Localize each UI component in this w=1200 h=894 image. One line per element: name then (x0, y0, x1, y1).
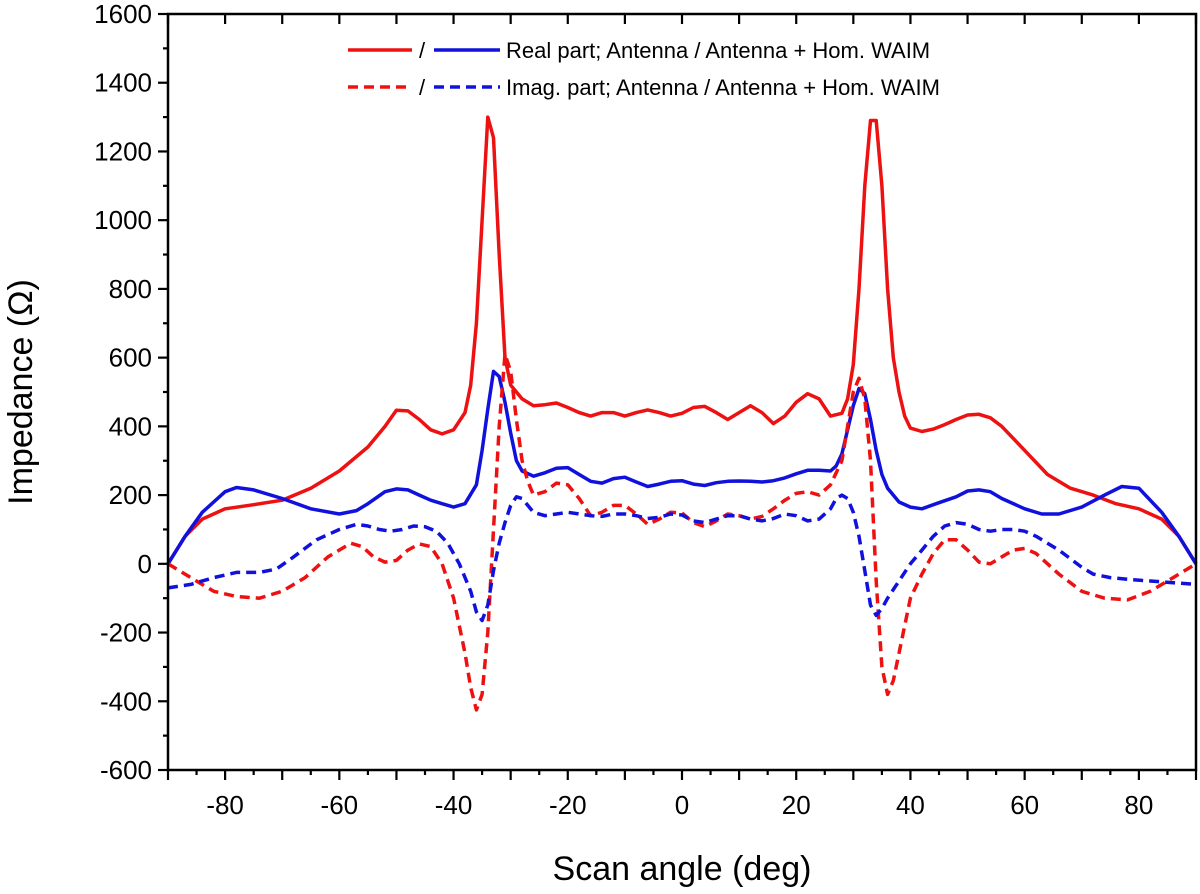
x-tick-label: 60 (1010, 790, 1039, 820)
series-layer (166, 115, 1198, 712)
x-tick-label: 20 (782, 790, 811, 820)
series-imag-waim (167, 493, 1197, 623)
series-real-antenna (166, 115, 1198, 565)
x-tick-label: 80 (1124, 790, 1153, 820)
x-tick-label: -40 (435, 790, 473, 820)
x-tick-label: 0 (675, 790, 689, 820)
y-tick-label: -600 (100, 755, 152, 785)
y-tick-label: 800 (109, 274, 152, 304)
x-tick-label: -80 (206, 790, 244, 820)
x-tick-label: -20 (549, 790, 587, 820)
legend: / Real part; Antenna / Antenna + Hom. WA… (348, 38, 940, 100)
y-tick-label: 1600 (94, 0, 152, 29)
y-tick-label: 400 (109, 411, 152, 441)
y-tick-label: 0 (138, 549, 152, 579)
plot-frame (166, 12, 1198, 772)
x-axis-title: Scan angle (deg) (553, 850, 812, 888)
legend-separator-imag: / (419, 75, 426, 100)
y-tick-label: -200 (100, 618, 152, 648)
legend-label-imag: Imag. part; Antenna / Antenna + Hom. WAI… (506, 75, 940, 100)
y-tick-label: 600 (109, 343, 152, 373)
y-tick-label: 1200 (94, 136, 152, 166)
x-tick-label: -60 (321, 790, 359, 820)
y-tick-label: 1000 (94, 205, 152, 235)
y-tick-label: 200 (109, 480, 152, 510)
y-axis-title: Impedance (Ω) (2, 279, 40, 505)
y-tick-label: 1400 (94, 68, 152, 98)
legend-separator-real: / (419, 38, 426, 63)
y-tick-label: -400 (100, 686, 152, 716)
x-tick-label: 40 (896, 790, 925, 820)
legend-label-real: Real part; Antenna / Antenna + Hom. WAIM (506, 38, 930, 63)
labels-layer: -80 -60 -40 -20 0 20 40 60 80-600-400-2000200400… (94, 0, 1153, 820)
ticks-layer (158, 12, 1198, 780)
series-real-waim (166, 369, 1198, 565)
series-imag-antenna (167, 352, 1197, 712)
